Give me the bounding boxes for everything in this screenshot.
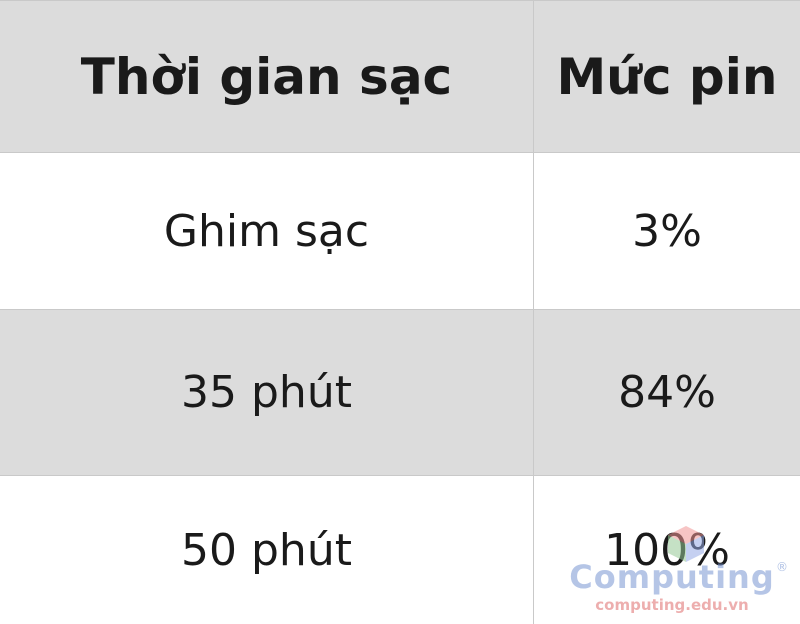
- cell-charging-time: 50 phút: [0, 476, 534, 624]
- table-row: 35 phút 84%: [0, 310, 800, 476]
- cell-charging-time: 35 phút: [0, 310, 534, 475]
- header-battery-level: Mức pin: [556, 47, 778, 106]
- cell-battery-level: 100%: [604, 524, 730, 576]
- cell-charging-time: Ghim sạc: [0, 153, 534, 309]
- header-charging-time: Thời gian sạc: [0, 1, 534, 152]
- table-row: Ghim sạc 3%: [0, 153, 800, 310]
- table-header-row: Thời gian sạc Mức pin: [0, 0, 800, 153]
- cell-battery-level: 84%: [618, 367, 716, 418]
- table-row: 50 phút 100%: [0, 476, 800, 624]
- cell-battery-level: 3%: [632, 205, 702, 257]
